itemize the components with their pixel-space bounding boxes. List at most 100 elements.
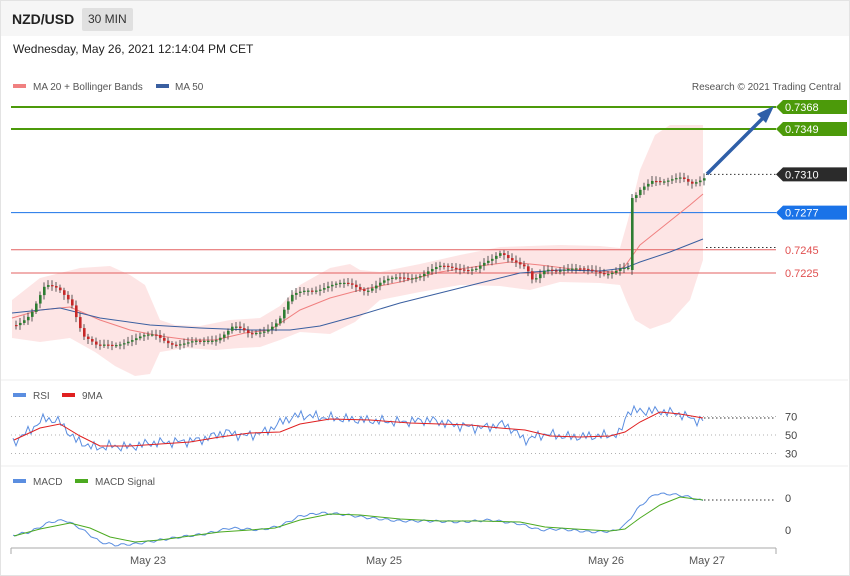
candle-up	[219, 337, 222, 341]
candle-up	[31, 311, 34, 317]
candle-up	[331, 284, 334, 287]
candle-down	[467, 269, 470, 272]
macd-level-label: 0	[785, 525, 791, 537]
candle-down	[51, 285, 54, 287]
candle-down	[455, 267, 458, 270]
candle-up	[207, 340, 210, 342]
candle-up	[479, 265, 482, 269]
resistance-level-tag	[776, 122, 847, 137]
legend-swatch-rsi-ma	[62, 393, 75, 397]
legend-swatch-ma50	[156, 84, 169, 88]
candle-up	[271, 326, 274, 330]
candle-up	[435, 267, 438, 270]
candle-down	[683, 177, 686, 180]
candle-up	[115, 345, 118, 347]
candle-down	[511, 258, 514, 261]
bollinger-band	[12, 125, 703, 376]
candle-up	[19, 322, 22, 326]
candle-down	[163, 337, 166, 341]
candle-up	[623, 267, 626, 269]
candle-up	[611, 272, 614, 275]
candle-down	[239, 326, 242, 329]
candle-down	[407, 277, 410, 280]
candle-up	[391, 277, 394, 279]
candle-up	[123, 343, 126, 345]
last-level-tag	[776, 167, 847, 182]
x-tick-label: May 26	[588, 555, 624, 567]
candle-up	[607, 274, 610, 276]
candle-up	[343, 282, 346, 285]
candle-up	[235, 326, 238, 328]
legend-rsi-ma: 9MA	[82, 391, 103, 402]
candle-down	[691, 181, 694, 184]
candle-up	[639, 189, 642, 196]
rsi-line	[12, 404, 704, 452]
pivot-level-tag	[776, 205, 847, 220]
candle-up	[315, 290, 318, 292]
candle-up	[423, 273, 426, 277]
candle-up	[675, 178, 678, 180]
candle-up	[291, 294, 294, 302]
candle-up	[539, 274, 542, 279]
rsi-panel: 70 50 30	[11, 404, 797, 461]
candle-up	[259, 332, 262, 334]
candle-down	[355, 284, 358, 288]
resistance-level-label: 0.7349	[785, 124, 819, 136]
candle-down	[603, 273, 606, 275]
candle-up	[415, 277, 418, 279]
candle-up	[471, 269, 474, 271]
candle-up	[223, 334, 226, 338]
candle-up	[319, 289, 322, 291]
candle-up	[335, 283, 338, 285]
candle-up	[287, 301, 290, 310]
candle-up	[615, 270, 618, 273]
candle-down	[551, 269, 554, 271]
candle-up	[367, 290, 370, 292]
support-level-label: 0.7225	[785, 268, 819, 280]
candle-up	[699, 180, 702, 183]
candle-down	[159, 335, 162, 338]
legend-macd-signal: MACD Signal	[95, 477, 155, 488]
candle-down	[155, 334, 158, 336]
candle-up	[139, 336, 142, 339]
timestamp: Wednesday, May 26, 2021 12:14:04 PM CET	[13, 42, 254, 56]
candle-up	[303, 290, 306, 292]
candle-up	[535, 278, 538, 280]
candle-up	[671, 179, 674, 181]
candle-down	[591, 269, 594, 271]
candle-up	[191, 341, 194, 343]
candle-down	[531, 271, 534, 280]
candle-down	[71, 299, 74, 306]
macd-panel: 00	[12, 492, 791, 547]
price-panel: 0.7368 0.7349 0.7310 0.7277 0.7245 0.7225	[11, 100, 847, 376]
rsi-level-label: 50	[785, 430, 797, 442]
candle-down	[67, 294, 70, 300]
x-tick-label: May 25	[366, 555, 402, 567]
candle-down	[347, 282, 350, 285]
candle-down	[447, 265, 450, 268]
candle-down	[111, 344, 114, 347]
candle-up	[543, 270, 546, 275]
candle-up	[103, 344, 106, 346]
candle-down	[555, 270, 558, 272]
candle-down	[87, 336, 90, 340]
candle-up	[631, 198, 634, 270]
candle-up	[127, 341, 130, 344]
candle-up	[23, 320, 26, 323]
candle-down	[247, 330, 250, 334]
candle-up	[43, 286, 46, 296]
candle-down	[311, 290, 314, 292]
legend-ma50: MA 50	[175, 82, 204, 93]
candle-up	[263, 331, 266, 333]
candle-down	[579, 268, 582, 270]
candle-up	[227, 330, 230, 335]
candle-up	[663, 181, 666, 183]
candle-down	[95, 341, 98, 345]
candle-down	[403, 277, 406, 279]
candle-up	[211, 340, 214, 342]
rsi-level-label: 30	[785, 449, 797, 461]
candle-up	[327, 286, 330, 289]
timeframe-button[interactable]: 30 MIN	[82, 8, 133, 31]
candle-down	[583, 268, 586, 270]
